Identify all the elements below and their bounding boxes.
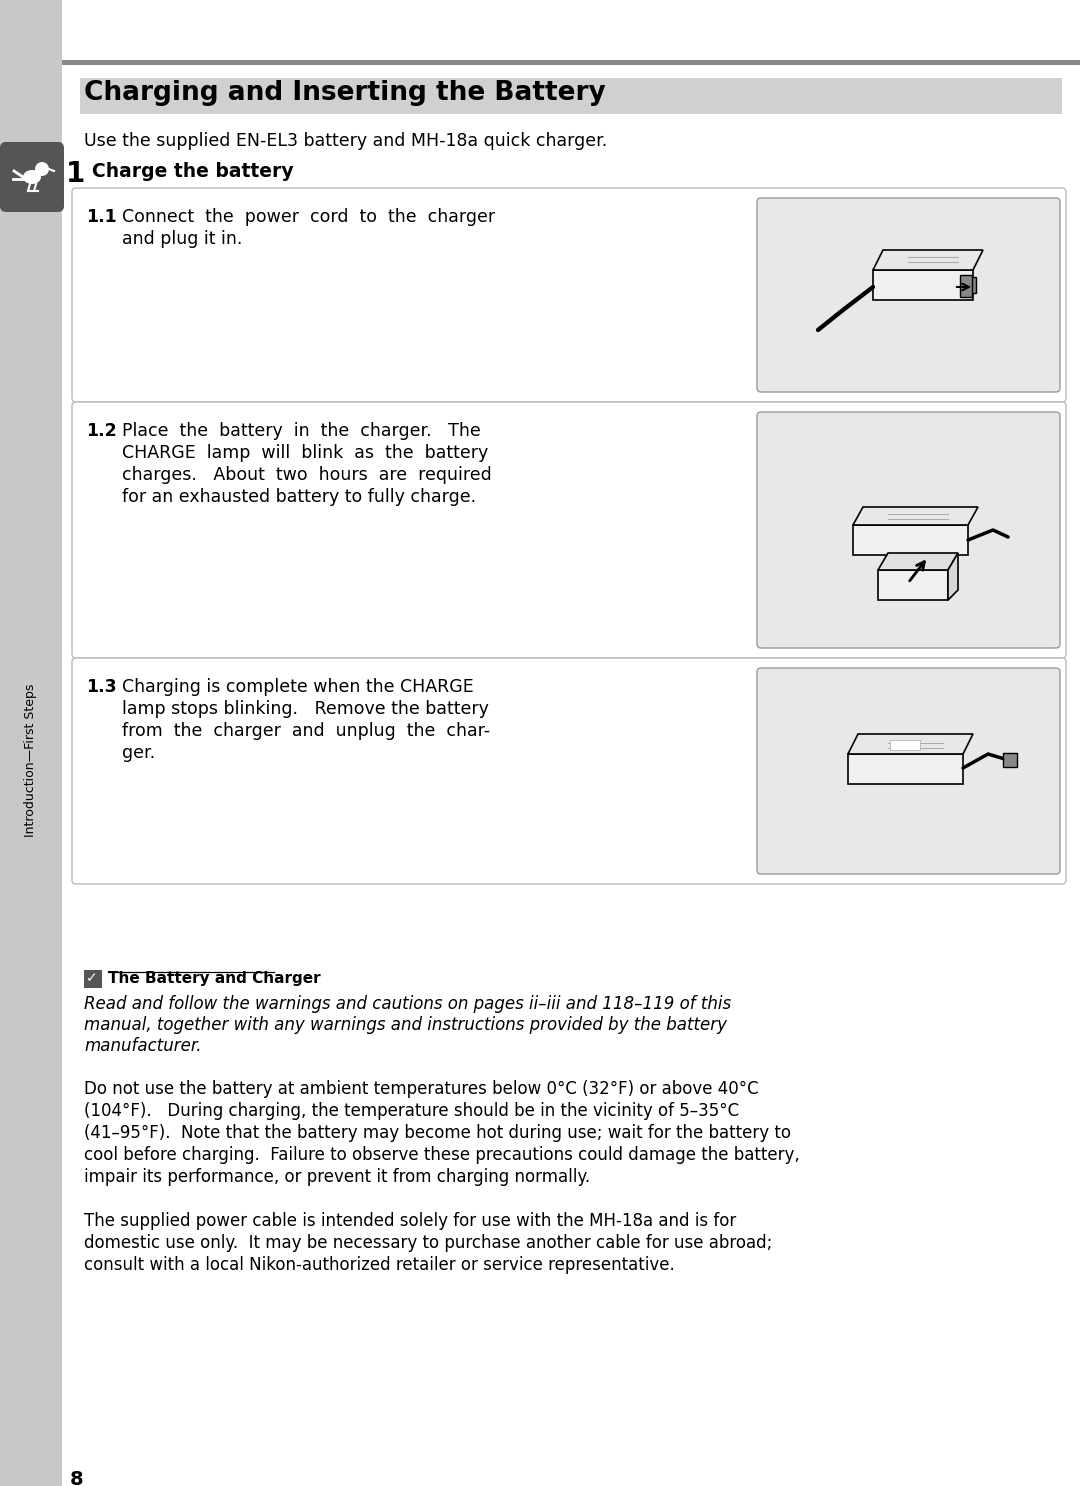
Polygon shape [878,553,958,571]
FancyBboxPatch shape [757,412,1059,648]
Polygon shape [853,525,968,554]
Text: Charge the battery: Charge the battery [92,162,294,181]
Text: Do not use the battery at ambient temperatures below 0°C (32°F) or above 40°C: Do not use the battery at ambient temper… [84,1080,758,1098]
FancyBboxPatch shape [72,658,1066,884]
Text: The Battery and Charger: The Battery and Charger [108,970,321,987]
Bar [80,77,1062,114]
Bar [890,740,920,750]
Text: Connect  the  power  cord  to  the  charger: Connect the power cord to the charger [122,208,495,226]
Text: Use the supplied EN-EL3 battery and MH-18a quick charger.: Use the supplied EN-EL3 battery and MH-1… [84,132,607,150]
Text: The supplied power cable is intended solely for use with the MH-18a and is for: The supplied power cable is intended sol… [84,1213,737,1230]
Ellipse shape [23,169,41,184]
Text: Introduction—First Steps: Introduction—First Steps [25,684,38,837]
Bar [968,276,976,293]
Bar [62,59,1080,65]
FancyBboxPatch shape [72,403,1066,658]
Polygon shape [853,507,978,525]
Text: for an exhausted battery to fully charge.: for an exhausted battery to fully charge… [122,487,476,507]
Text: manufacturer.: manufacturer. [84,1037,202,1055]
Text: CHARGE  lamp  will  blink  as  the  battery: CHARGE lamp will blink as the battery [122,444,488,462]
Text: ✓: ✓ [86,970,97,985]
Text: cool before charging.  Failure to observe these precautions could damage the bat: cool before charging. Failure to observe… [84,1146,800,1164]
FancyBboxPatch shape [0,143,64,212]
Text: charges.   About  two  hours  are  required: charges. About two hours are required [122,467,491,484]
FancyBboxPatch shape [757,669,1059,874]
Polygon shape [948,553,958,600]
Text: manual, together with any warnings and instructions provided by the battery: manual, together with any warnings and i… [84,1016,727,1034]
Circle shape [35,162,49,175]
Text: 1.2: 1.2 [86,422,117,440]
Text: lamp stops blinking.   Remove the battery: lamp stops blinking. Remove the battery [122,700,489,718]
Text: 1: 1 [66,160,85,189]
Text: Place  the  battery  in  the  charger.   The: Place the battery in the charger. The [122,422,481,440]
Polygon shape [873,250,983,270]
Text: domestic use only.  It may be necessary to purchase another cable for use abroad: domestic use only. It may be necessary t… [84,1233,772,1253]
Text: 8: 8 [70,1470,83,1486]
FancyBboxPatch shape [757,198,1059,392]
Bar [84,970,102,988]
FancyBboxPatch shape [72,189,1066,403]
Text: consult with a local Nikon-authorized retailer or service representative.: consult with a local Nikon-authorized re… [84,1256,675,1274]
Text: Read and follow the warnings and cautions on pages ii–iii and 118–119 of this: Read and follow the warnings and caution… [84,996,731,1013]
Text: 1.1: 1.1 [86,208,117,226]
Text: (41–95°F).  Note that the battery may become hot during use; wait for the batter: (41–95°F). Note that the battery may bec… [84,1123,791,1143]
Text: and plug it in.: and plug it in. [122,230,242,248]
Bar [0,0,62,1486]
Text: impair its performance, or prevent it from charging normally.: impair its performance, or prevent it fr… [84,1168,590,1186]
Bar [960,275,972,297]
Polygon shape [873,270,973,300]
Text: 1.3: 1.3 [86,678,117,695]
Bar [1003,753,1017,767]
Text: (104°F).   During charging, the temperature should be in the vicinity of 5–35°C: (104°F). During charging, the temperatur… [84,1103,739,1120]
Polygon shape [848,753,963,785]
Text: ger.: ger. [122,744,156,762]
Text: Charging and Inserting the Battery: Charging and Inserting the Battery [84,80,606,106]
Polygon shape [848,734,973,753]
Polygon shape [878,571,948,600]
Text: Charging is complete when the CHARGE: Charging is complete when the CHARGE [122,678,474,695]
Text: from  the  charger  and  unplug  the  char-: from the charger and unplug the char- [122,722,490,740]
